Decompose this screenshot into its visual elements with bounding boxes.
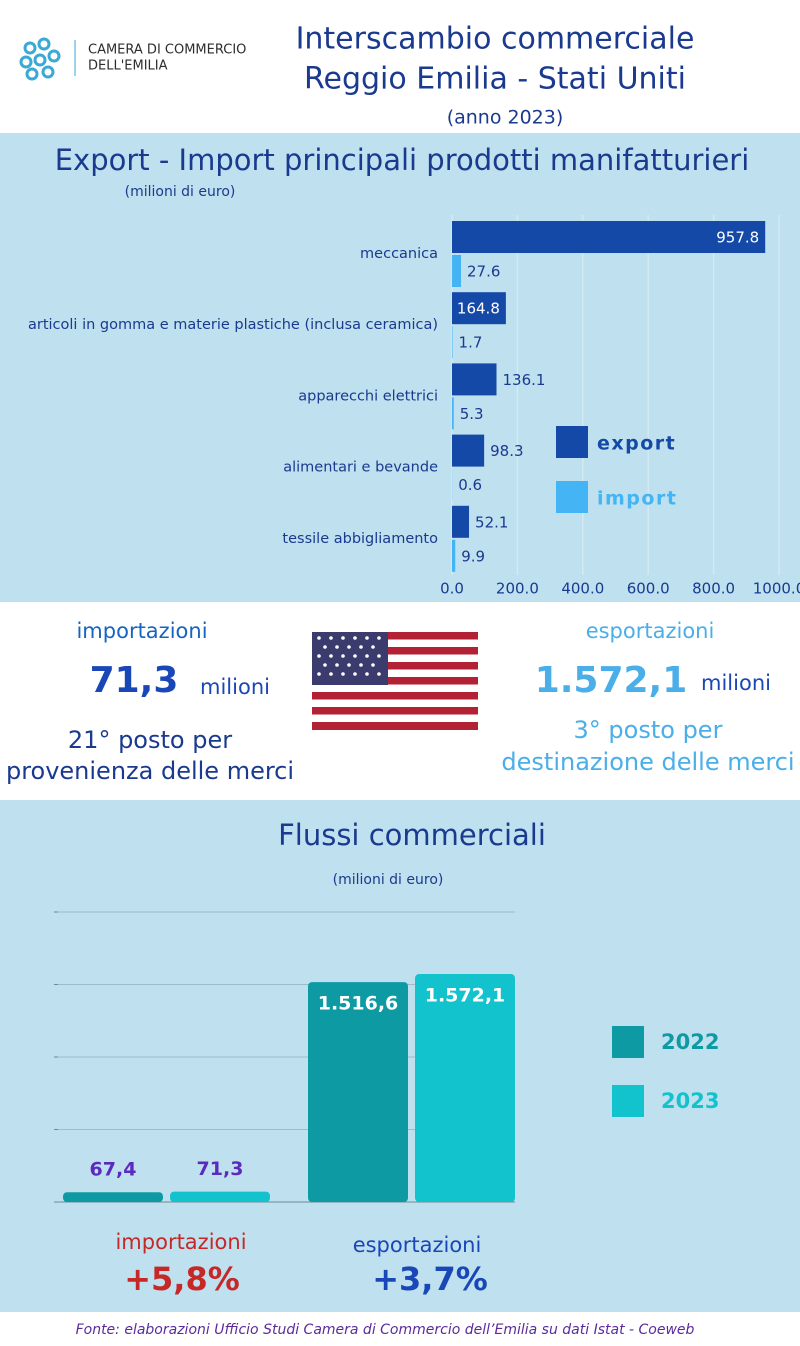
legend-swatch: [612, 1085, 644, 1117]
value-label: 71,3: [197, 1158, 244, 1180]
summary-value: 1.572,1: [535, 660, 688, 701]
x-tick-label: 800.0: [692, 580, 735, 598]
value-label: 164.8: [457, 300, 500, 318]
summary-rank: 21° posto per: [68, 726, 232, 754]
bar: [452, 255, 462, 287]
legend-swatch: [556, 481, 588, 513]
value-label: 27.6: [467, 263, 500, 281]
bar: [452, 326, 453, 359]
org-name: DELL'EMILIA: [88, 59, 168, 74]
summary-unit: milioni: [701, 671, 771, 695]
title: Reggio Emilia - Stati Uniti: [304, 62, 686, 97]
value-label: 136.1: [503, 371, 546, 389]
bar: [452, 363, 497, 396]
x-tick-label: importazioni: [115, 1230, 246, 1254]
summary-rank: provenienza delle merci: [6, 757, 294, 785]
subtitle: (anno 2023): [447, 107, 564, 129]
value-label: 98.3: [490, 442, 523, 460]
legend-swatch: [612, 1026, 644, 1058]
bar: [308, 982, 408, 1202]
x-tick-label: 0.0: [440, 580, 464, 598]
bar: [452, 434, 485, 467]
us-flag: [312, 632, 478, 730]
bar: [415, 974, 515, 1202]
value-label: 1.516,6: [318, 993, 399, 1015]
y-tick-label: articoli in gomma e materie plastiche (i…: [28, 317, 438, 333]
x-tick-label: 400.0: [561, 580, 604, 598]
value-label: 1.7: [459, 334, 483, 352]
value-label: 1.572,1: [425, 985, 506, 1007]
legend-label: 2022: [661, 1030, 719, 1054]
bar: [452, 221, 766, 253]
legend-label: 2023: [661, 1089, 719, 1113]
value-label: 67,4: [90, 1159, 137, 1181]
summary-label: esportazioni: [586, 619, 715, 643]
bar: [452, 292, 506, 325]
bar: [170, 1191, 270, 1202]
chart-subtitle: (milioni di euro): [125, 184, 236, 200]
x-tick-label: esportazioni: [353, 1233, 482, 1257]
legend-label: import: [597, 488, 677, 510]
bar: [63, 1192, 163, 1202]
legend-swatch: [556, 426, 588, 458]
annotation: +3,7%: [372, 1260, 488, 1298]
chart-title: Flussi commerciali: [278, 818, 546, 852]
summary-rank: 3° posto per: [574, 716, 723, 744]
value-label: 5.3: [460, 405, 484, 423]
x-tick-label: 1000.0: [753, 580, 800, 598]
y-tick-label: meccanica: [360, 246, 438, 262]
chart-subtitle: (milioni di euro): [333, 872, 444, 888]
bar: [452, 505, 470, 538]
summary-label: importazioni: [76, 619, 207, 643]
source: Fonte: elaborazioni Ufficio Studi Camera…: [76, 1322, 695, 1338]
y-tick-label: alimentari e bevande: [283, 460, 438, 476]
chart-title: Export - Import principali prodotti mani…: [55, 143, 750, 177]
section-bg: [0, 133, 800, 602]
summary-unit: milioni: [200, 675, 270, 699]
x-tick-label: 200.0: [496, 580, 539, 598]
bar: [452, 397, 454, 430]
value-label: 957.8: [716, 229, 759, 247]
logo: [19, 37, 76, 81]
y-tick-label: tessile abbigliamento: [282, 531, 438, 547]
value-label: 52.1: [475, 513, 508, 531]
value-label: 0.6: [458, 476, 482, 494]
legend-label: export: [597, 433, 676, 455]
bar: [452, 539, 456, 572]
summary-rank: destinazione delle merci: [501, 748, 794, 776]
title: Interscambio commerciale: [296, 22, 695, 57]
x-tick-label: 600.0: [627, 580, 670, 598]
annotation: +5,8%: [124, 1260, 240, 1298]
org-name: CAMERA DI COMMERCIO: [88, 43, 246, 58]
value-label: 9.9: [461, 547, 485, 565]
y-tick-label: apparecchi elettrici: [298, 388, 438, 404]
summary-value: 71,3: [90, 660, 179, 701]
